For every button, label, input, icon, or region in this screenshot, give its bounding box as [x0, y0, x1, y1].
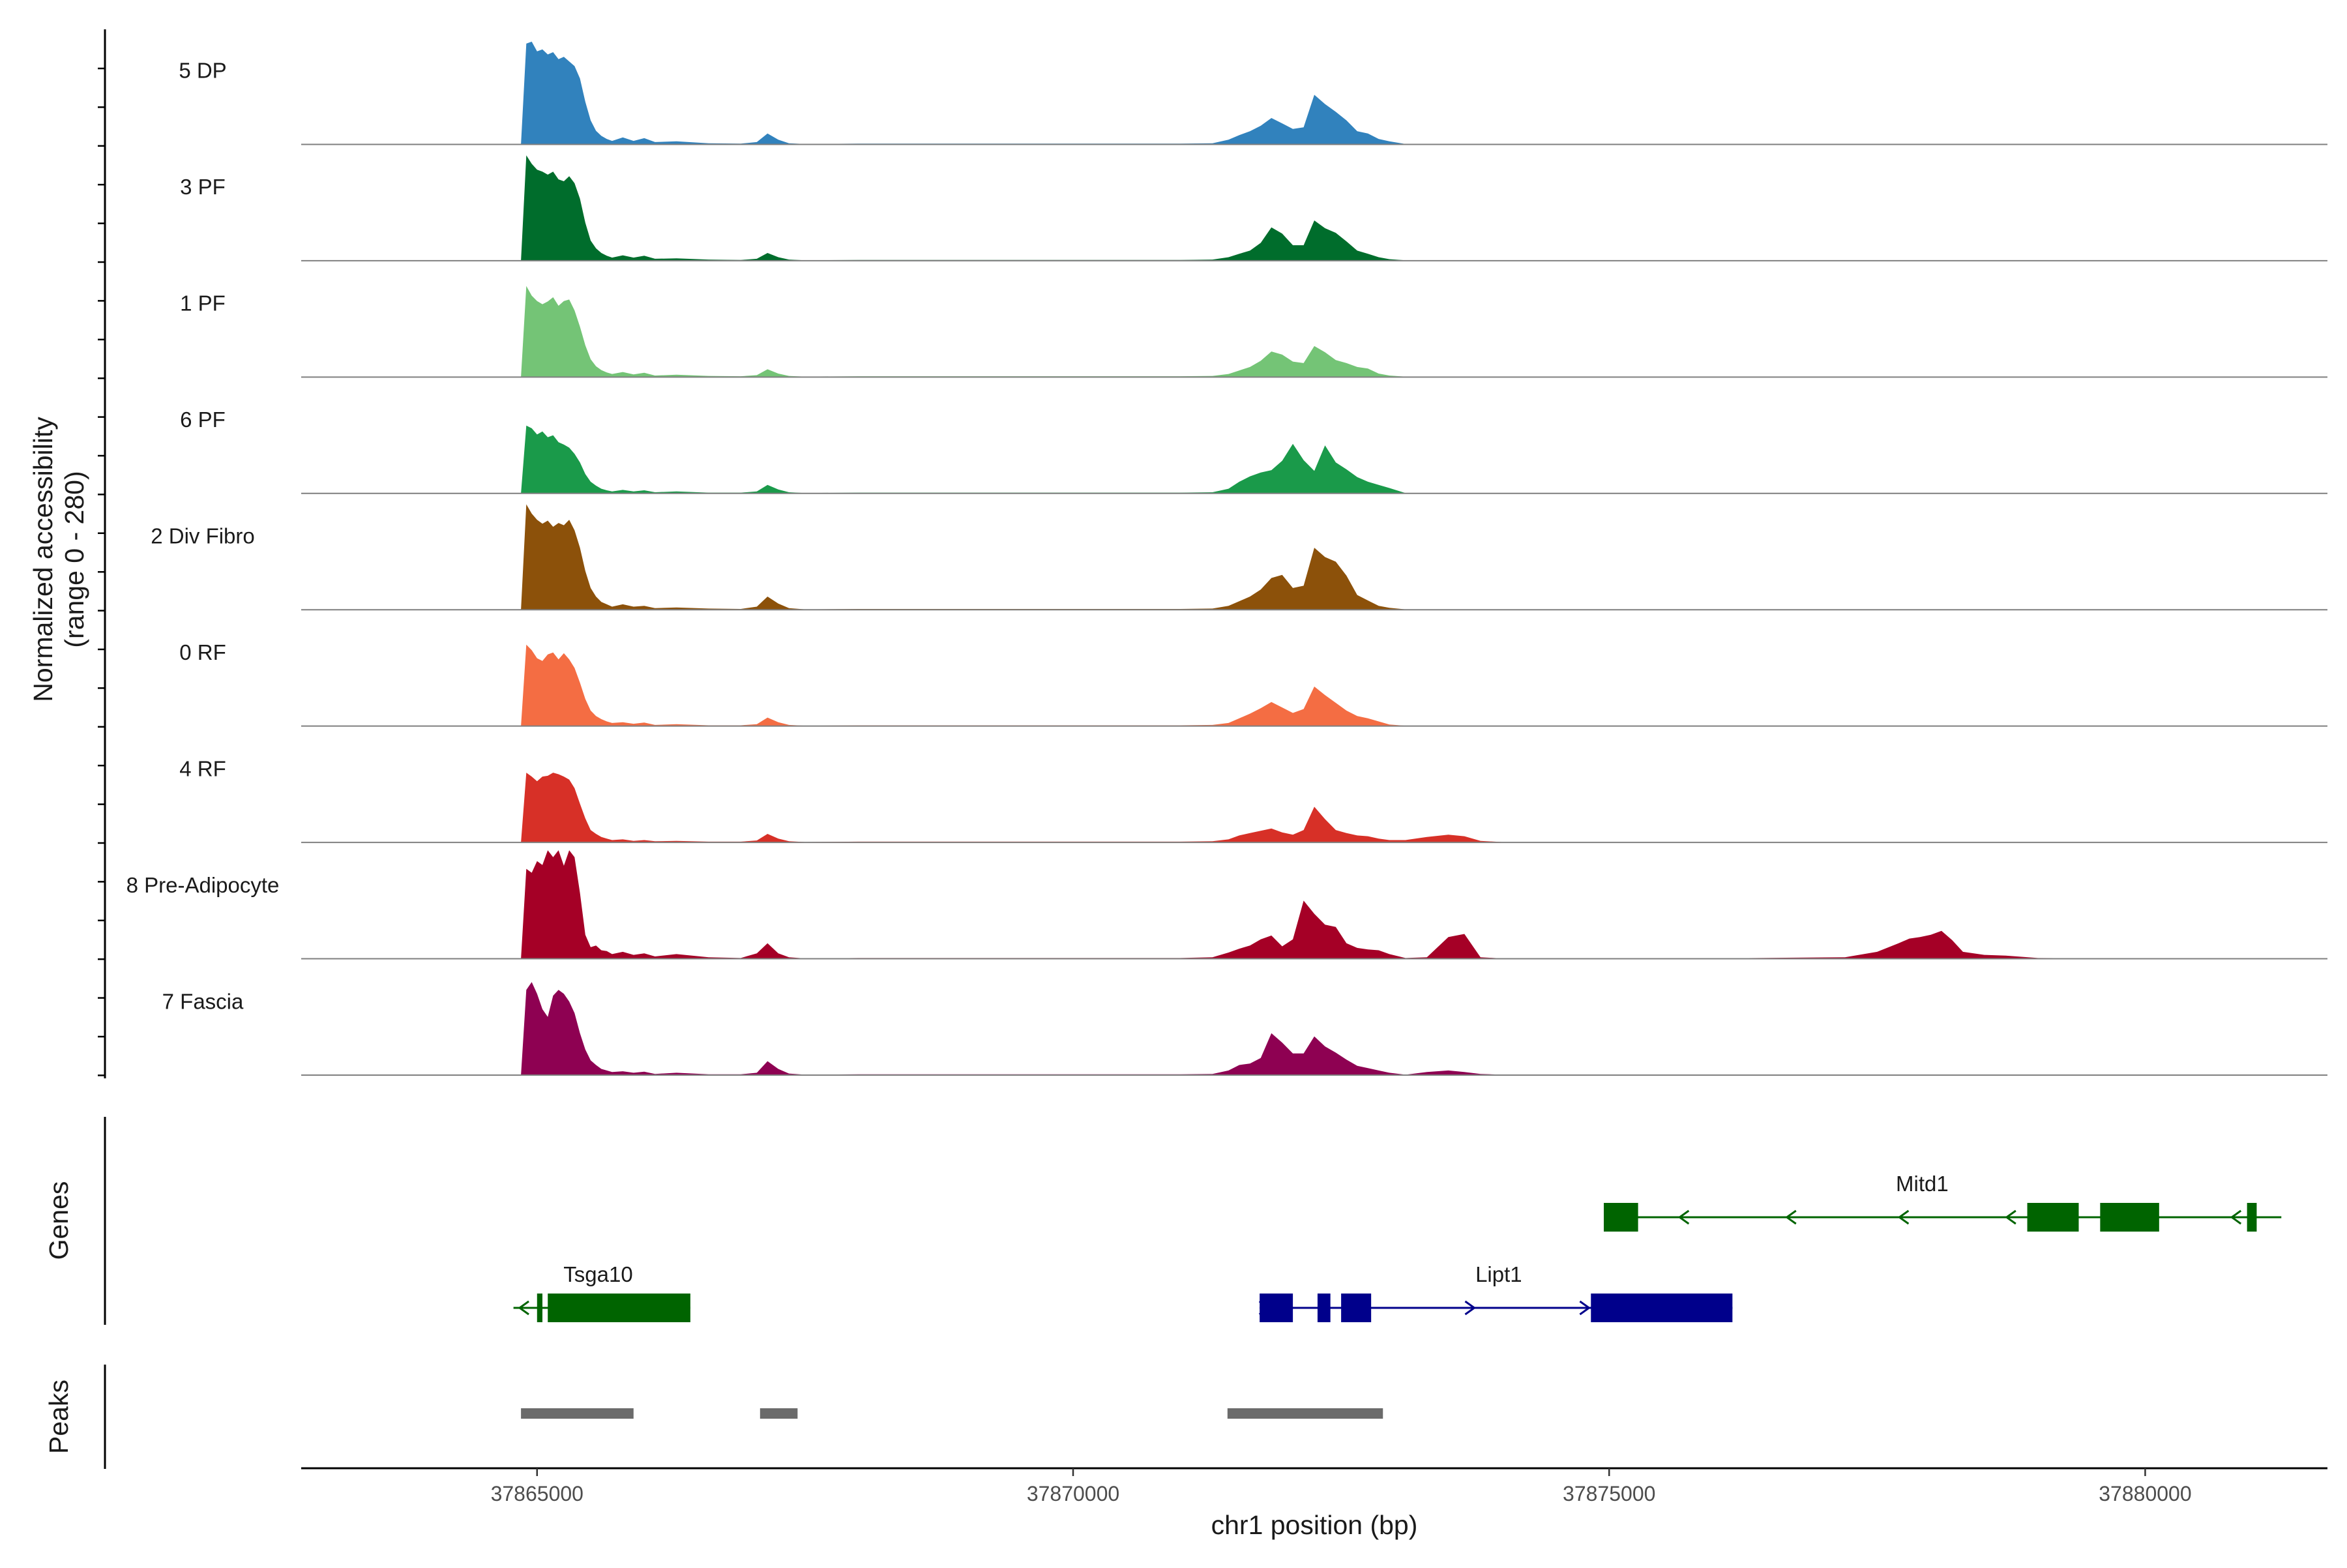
- track-label: 3 PF: [180, 175, 226, 199]
- gene-lipt1: Lipt1: [1258, 1262, 1733, 1322]
- track-0-rf: 0 RF: [179, 640, 2327, 727]
- x-tick-label: 37865000: [491, 1482, 583, 1505]
- coverage-area: [521, 425, 2327, 494]
- gene-label: Lipt1: [1475, 1262, 1522, 1286]
- track-7-fascia: 7 Fascia: [162, 982, 2327, 1076]
- gene-tsga10: Tsga10: [513, 1262, 690, 1322]
- exon: [2100, 1203, 2159, 1232]
- track-label: 8 Pre-Adipocyte: [126, 873, 280, 897]
- strand-arrow: [1785, 1209, 1797, 1225]
- exon: [2247, 1203, 2257, 1232]
- track-3-pf: 3 PF: [180, 155, 2327, 261]
- gene-label: Mitd1: [1896, 1172, 1949, 1196]
- x-tick-label: 37875000: [1563, 1482, 1655, 1505]
- strand-arrow: [2230, 1209, 2242, 1225]
- strand-arrow: [1579, 1300, 1591, 1316]
- exon: [1591, 1294, 1733, 1322]
- exon: [1260, 1294, 1293, 1322]
- coverage-area: [521, 41, 2327, 145]
- track-5-dp: 5 DP: [179, 41, 2327, 145]
- exon: [1317, 1294, 1331, 1322]
- coverage-y-ticks: [98, 67, 105, 1076]
- track-label: 6 PF: [180, 407, 226, 432]
- track-6-pf: 6 PF: [180, 407, 2327, 494]
- exon: [2027, 1203, 2079, 1232]
- strand-arrow: [2005, 1209, 2016, 1225]
- gene-label: Tsga10: [563, 1262, 632, 1286]
- track-label: 1 PF: [180, 291, 226, 316]
- track-label: 5 DP: [179, 59, 226, 83]
- track-1-pf: 1 PF: [180, 286, 2327, 378]
- coverage-area: [521, 286, 2327, 377]
- x-axis-title: chr1 position (bp): [1211, 1510, 1418, 1540]
- gene-mitd1: Mitd1: [1604, 1172, 2282, 1232]
- peak-bar: [521, 1408, 634, 1419]
- coverage-area: [521, 773, 2327, 843]
- y-axis-title-line1: Normalized accessibility: [28, 417, 58, 702]
- peaks-panel-label: Peaks: [44, 1380, 74, 1454]
- exon: [537, 1294, 542, 1322]
- strand-arrow: [1677, 1209, 1690, 1225]
- coverage-area: [521, 644, 2327, 726]
- peak-bar: [760, 1408, 798, 1419]
- track-label: 7 Fascia: [162, 989, 244, 1013]
- genes-panel-label: Genes: [44, 1181, 74, 1260]
- coverage-tracks: 5 DP 3 PF 1 PF 6 PF 2 Div Fibro 0 RF 4 RF 8 Pre…: [126, 41, 2327, 1076]
- exon: [548, 1294, 690, 1322]
- track-label: 2 Div Fibro: [151, 524, 255, 548]
- track-label: 0 RF: [179, 640, 226, 664]
- track-label: 4 RF: [179, 756, 226, 780]
- track-8-pre-adipocyte: 8 Pre-Adipocyte: [126, 850, 2327, 960]
- coverage-area: [521, 155, 2327, 261]
- strand-arrow: [1897, 1209, 1910, 1225]
- x-tick-label: 37880000: [2099, 1482, 2191, 1505]
- peak-regions: [521, 1408, 1383, 1419]
- coverage-area: [521, 982, 2327, 1075]
- strand-arrow: [518, 1300, 529, 1316]
- gene-annotations: Mitd1 Tsga10 Lipt1: [513, 1172, 2282, 1322]
- x-tick-label: 37870000: [1027, 1482, 1119, 1505]
- coverage-area: [521, 850, 2327, 959]
- x-axis-ticks: 37865000 37870000 37875000 37880000: [491, 1468, 2192, 1505]
- exon: [1341, 1294, 1372, 1322]
- y-axis-title-line2: (range 0 - 280): [59, 471, 89, 647]
- exon: [1604, 1203, 1638, 1232]
- strand-arrow: [1464, 1300, 1477, 1316]
- coverage-area: [521, 504, 2327, 610]
- track-4-rf: 4 RF: [179, 756, 2327, 844]
- peak-bar: [1227, 1408, 1383, 1419]
- track-2-div-fibro: 2 Div Fibro: [151, 504, 2327, 611]
